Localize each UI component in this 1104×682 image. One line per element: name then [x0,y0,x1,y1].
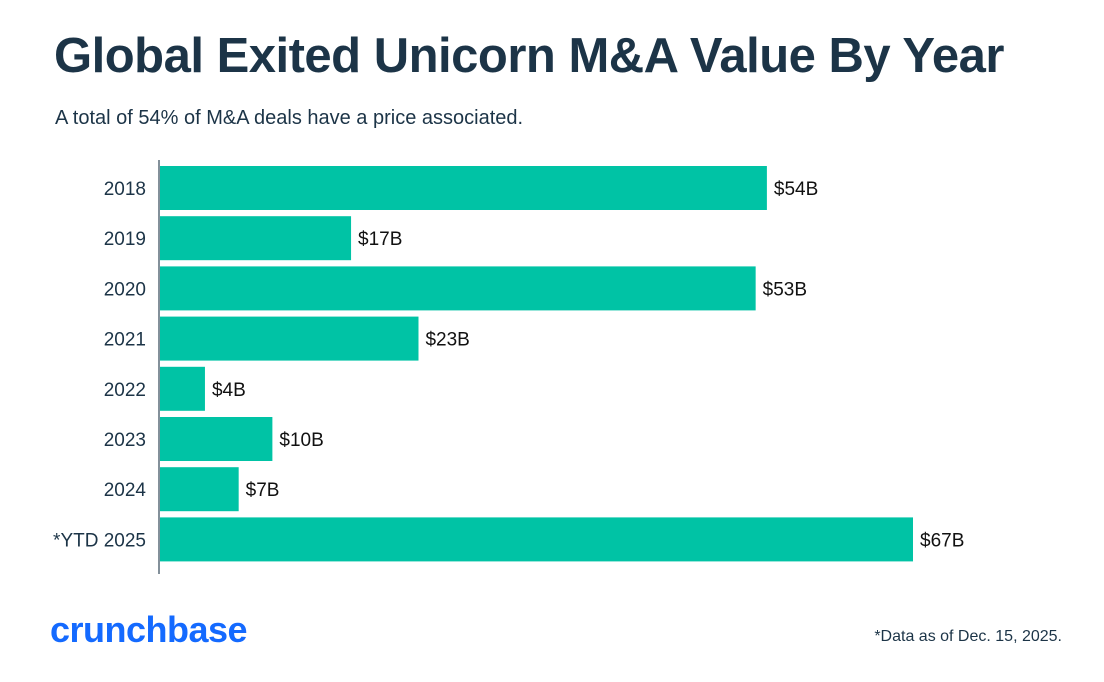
category-label: *YTD 2025 [53,530,146,551]
bar-chart: 2018 $54B 2019 $17B 2020 $53B 2021 $23B 2022 $4B 2… [53,160,964,574]
crunchbase-logo: crunchbase [50,609,248,650]
value-label: $10B [279,430,323,451]
category-label: 2018 [104,179,146,200]
value-label: $67B [920,530,964,551]
category-label: 2021 [104,330,146,351]
category-label: 2023 [104,430,146,451]
data-footnote: *Data as of Dec. 15, 2025. [874,628,1062,645]
bar-2018 [160,166,767,210]
category-label: 2020 [104,279,146,300]
category-label: 2024 [104,480,147,501]
bar-2023 [160,417,273,461]
bar-2020 [160,266,756,311]
chart-subtitle: A total of 54% of M&A deals have a price… [55,107,524,129]
value-label: $54B [774,179,818,200]
chart-title: Global Exited Unicorn M&A Value By Year [54,29,1004,83]
bar-2024 [160,467,239,512]
value-label: $53B [763,279,807,300]
bar-2022 [160,366,205,411]
bar-ytd-2025 [160,517,913,562]
bar-2019 [160,216,352,261]
value-label: $23B [425,330,469,351]
bar-2021 [160,316,419,361]
category-label: 2019 [104,229,146,250]
value-label: $7B [246,480,280,501]
value-label: $4B [212,380,246,401]
category-label: 2022 [104,380,146,401]
value-label: $17B [358,229,402,250]
